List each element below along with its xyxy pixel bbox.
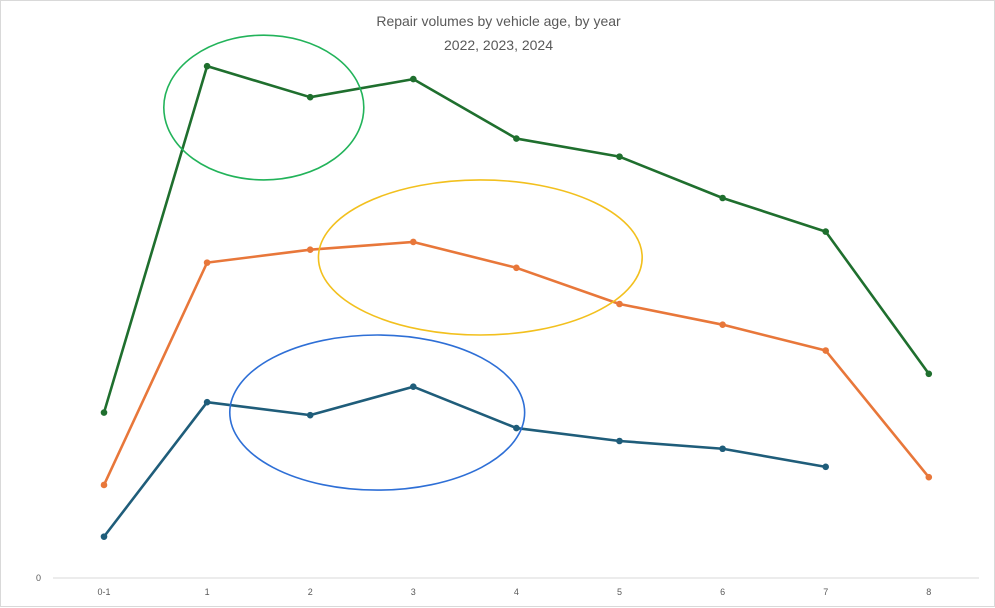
series-line — [102, 64, 930, 413]
series-point — [719, 194, 726, 202]
x-tick-label: 8 — [926, 587, 931, 597]
series-point — [100, 481, 108, 489]
x-tick-label: 3 — [411, 587, 416, 597]
y-tick-label: 0 — [36, 573, 41, 583]
x-tick-label: 1 — [205, 587, 210, 597]
series-point — [925, 370, 933, 378]
series-point — [513, 135, 520, 142]
annotation-ellipse — [317, 179, 643, 336]
series-point — [719, 321, 726, 328]
series-point — [719, 445, 726, 453]
series-point — [616, 153, 623, 160]
x-tick-label: 7 — [823, 587, 828, 597]
series-point — [203, 62, 211, 70]
series-point — [616, 300, 623, 308]
series-point — [513, 424, 520, 432]
series-point — [513, 264, 520, 272]
series-line — [102, 385, 826, 538]
series-point — [306, 411, 314, 419]
x-tick-label: 0-1 — [97, 587, 110, 597]
series-point — [410, 238, 417, 246]
series-point — [822, 347, 829, 354]
series-point — [925, 473, 933, 481]
series-point — [203, 398, 211, 406]
series-point — [410, 75, 417, 83]
chart-subtitle: 2022, 2023, 2024 — [444, 37, 553, 53]
series-point — [306, 93, 314, 101]
x-tick-label: 6 — [720, 587, 725, 597]
series-point — [203, 259, 211, 266]
series-point — [100, 409, 108, 416]
series-point — [100, 533, 108, 540]
series-point — [616, 437, 623, 445]
annotation-ellipse — [228, 334, 526, 491]
x-tick-label: 2 — [308, 587, 313, 597]
chart-title: Repair volumes by vehicle age, by year — [376, 13, 621, 29]
annotation-ellipse — [162, 34, 365, 181]
series-point — [822, 463, 829, 471]
x-tick-label: 4 — [514, 587, 519, 597]
x-tick-label: 5 — [617, 587, 622, 597]
series-point — [822, 228, 829, 235]
series-point — [306, 246, 314, 254]
series-point — [410, 383, 417, 391]
series-line — [102, 240, 930, 486]
